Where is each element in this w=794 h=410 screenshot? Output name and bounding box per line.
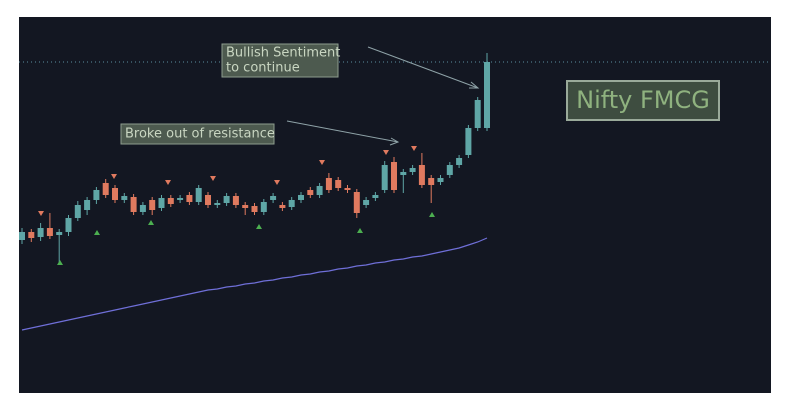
candle-body [205,195,211,205]
candle-body [363,200,370,205]
candle-body [186,195,193,202]
signals [38,146,435,265]
candle-body [46,228,53,236]
candle-body [177,198,184,200]
candle-body [474,100,481,128]
candle-body [307,190,314,195]
annotation: Broke out of resistance [125,127,275,142]
candle-body [270,196,277,200]
sell-signal [274,180,280,185]
candle-body [456,158,463,165]
candle-body [149,200,156,210]
candle-body [19,232,25,240]
candle-body [353,192,360,213]
sell-signal [383,150,389,155]
candle-body [130,197,137,212]
moving-average [21,237,488,331]
marks [19,53,771,331]
candle-body [409,168,416,172]
buy-signal [256,224,262,229]
candle-body [242,205,249,208]
candle-body [437,178,444,182]
sell-signal [165,180,171,185]
candle-body [400,172,407,175]
buy-signal [357,228,363,233]
annotation: to continue [226,61,300,76]
title-box [566,80,720,121]
candle-body [316,186,323,195]
candle-body [214,203,221,205]
candle-body [325,178,332,190]
candle-body [65,218,72,232]
buy-signal [57,260,63,265]
candle-body [112,188,118,200]
candle-body [381,165,388,190]
candle-body [232,196,239,205]
sell-signal [411,146,417,151]
candle-body [288,200,295,207]
candle-body [167,198,174,204]
candle-body [37,228,44,237]
candle-body [372,195,379,198]
candle-body [93,190,100,200]
candle-body [335,180,342,188]
buy-signal [429,212,435,217]
arrow [286,120,399,143]
candle-body [195,188,202,202]
candle-body [391,162,397,190]
candle-body [84,200,91,210]
annotation: Bullish Sentiment [226,46,340,61]
candle-body [56,232,63,235]
buy-signal [148,220,154,225]
sell-signal [319,160,325,165]
candle-body [418,165,425,185]
arrow-head [389,137,400,146]
chart-title: Nifty FMCG [576,86,710,114]
candle-body [139,205,146,212]
arrow-head [469,81,480,89]
candle-body [465,128,472,155]
buy-signal [94,230,100,235]
candle-body [158,198,165,208]
candle-body [74,205,81,218]
candle-body [446,165,453,175]
candle-body [251,206,258,212]
candle-body [344,188,351,190]
candle-body [428,178,435,185]
candle-body [484,62,490,128]
candle-body [260,202,267,212]
candle-body [102,183,109,195]
sell-signal [210,176,216,181]
annotation-box [120,123,275,145]
sell-signal [38,211,44,216]
candle-body [279,205,286,208]
arrow [367,46,479,89]
candle-body [28,232,35,238]
candle-body [223,196,230,203]
candle-body [121,196,128,200]
annotation-box [221,43,339,78]
candle-body [298,195,304,200]
sell-signal [111,174,117,179]
